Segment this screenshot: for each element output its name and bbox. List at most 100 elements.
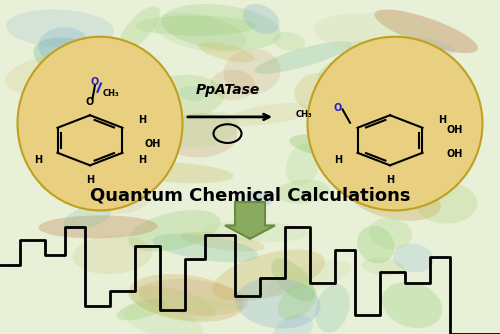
Ellipse shape	[356, 104, 428, 118]
Ellipse shape	[116, 299, 166, 320]
Ellipse shape	[198, 42, 255, 62]
Ellipse shape	[34, 37, 113, 81]
Ellipse shape	[159, 298, 242, 310]
Ellipse shape	[272, 314, 313, 334]
Ellipse shape	[354, 79, 448, 118]
Ellipse shape	[119, 6, 160, 50]
Ellipse shape	[210, 69, 255, 100]
Ellipse shape	[243, 4, 280, 34]
Text: O: O	[91, 77, 99, 87]
Ellipse shape	[414, 38, 455, 55]
Text: O: O	[86, 97, 94, 107]
Ellipse shape	[62, 115, 95, 146]
Ellipse shape	[129, 274, 244, 322]
Ellipse shape	[362, 258, 405, 276]
Ellipse shape	[224, 49, 280, 95]
Ellipse shape	[382, 282, 442, 328]
Text: H: H	[34, 155, 42, 165]
Ellipse shape	[49, 90, 147, 126]
Ellipse shape	[341, 144, 413, 172]
Ellipse shape	[346, 175, 440, 221]
Ellipse shape	[180, 232, 265, 252]
Text: H: H	[386, 175, 394, 185]
Text: CH₃: CH₃	[102, 89, 119, 98]
Ellipse shape	[138, 279, 248, 316]
Text: OH: OH	[144, 139, 160, 149]
Ellipse shape	[128, 210, 220, 252]
Ellipse shape	[324, 105, 414, 151]
Ellipse shape	[286, 143, 321, 185]
Ellipse shape	[289, 134, 408, 164]
Text: PpATase: PpATase	[196, 83, 260, 97]
Ellipse shape	[136, 75, 225, 120]
Text: H: H	[86, 175, 94, 185]
Ellipse shape	[314, 13, 436, 54]
Ellipse shape	[6, 9, 114, 48]
Ellipse shape	[273, 32, 306, 51]
Ellipse shape	[354, 119, 459, 149]
Ellipse shape	[151, 140, 178, 153]
Ellipse shape	[236, 278, 320, 329]
Ellipse shape	[212, 249, 325, 301]
Ellipse shape	[135, 16, 256, 36]
Ellipse shape	[73, 235, 152, 274]
Ellipse shape	[276, 180, 330, 203]
Text: Quantum Chemical Calculations: Quantum Chemical Calculations	[90, 186, 410, 204]
Ellipse shape	[88, 55, 125, 104]
Ellipse shape	[327, 134, 394, 180]
Ellipse shape	[315, 284, 350, 333]
Text: OH: OH	[447, 149, 463, 159]
Ellipse shape	[346, 41, 401, 58]
Ellipse shape	[87, 179, 152, 214]
Text: H: H	[438, 115, 446, 125]
Ellipse shape	[128, 286, 216, 321]
Ellipse shape	[348, 69, 385, 98]
Ellipse shape	[308, 37, 482, 210]
Ellipse shape	[381, 121, 439, 146]
Ellipse shape	[294, 73, 344, 112]
Ellipse shape	[255, 41, 352, 74]
Ellipse shape	[278, 284, 317, 320]
Ellipse shape	[32, 147, 110, 184]
Ellipse shape	[392, 82, 472, 117]
Ellipse shape	[64, 205, 111, 229]
Text: CH₃: CH₃	[296, 110, 312, 119]
Ellipse shape	[265, 261, 351, 297]
Ellipse shape	[369, 218, 412, 249]
Ellipse shape	[20, 141, 112, 152]
Ellipse shape	[118, 162, 234, 183]
Ellipse shape	[153, 233, 258, 262]
Text: H: H	[138, 155, 146, 165]
Ellipse shape	[246, 191, 272, 206]
Ellipse shape	[38, 27, 90, 64]
Ellipse shape	[18, 37, 182, 210]
Ellipse shape	[102, 99, 154, 111]
Ellipse shape	[415, 182, 478, 224]
Ellipse shape	[153, 13, 246, 52]
Ellipse shape	[364, 46, 390, 76]
Ellipse shape	[172, 112, 238, 148]
Text: O: O	[334, 103, 342, 113]
Ellipse shape	[72, 106, 104, 129]
Ellipse shape	[38, 215, 158, 238]
Ellipse shape	[50, 158, 152, 179]
Ellipse shape	[271, 258, 315, 302]
Ellipse shape	[124, 304, 204, 334]
Ellipse shape	[374, 9, 478, 53]
Ellipse shape	[204, 221, 308, 242]
Ellipse shape	[357, 226, 395, 264]
Ellipse shape	[162, 4, 281, 50]
Ellipse shape	[393, 243, 434, 273]
Ellipse shape	[162, 113, 238, 158]
Ellipse shape	[180, 86, 205, 101]
Ellipse shape	[40, 177, 70, 193]
Ellipse shape	[226, 103, 314, 126]
Ellipse shape	[318, 54, 430, 100]
Text: OH: OH	[447, 125, 463, 135]
FancyArrow shape	[225, 202, 275, 239]
Text: H: H	[138, 115, 146, 125]
Ellipse shape	[363, 74, 447, 99]
Ellipse shape	[6, 54, 99, 96]
Text: H: H	[334, 155, 342, 165]
Ellipse shape	[318, 69, 370, 89]
